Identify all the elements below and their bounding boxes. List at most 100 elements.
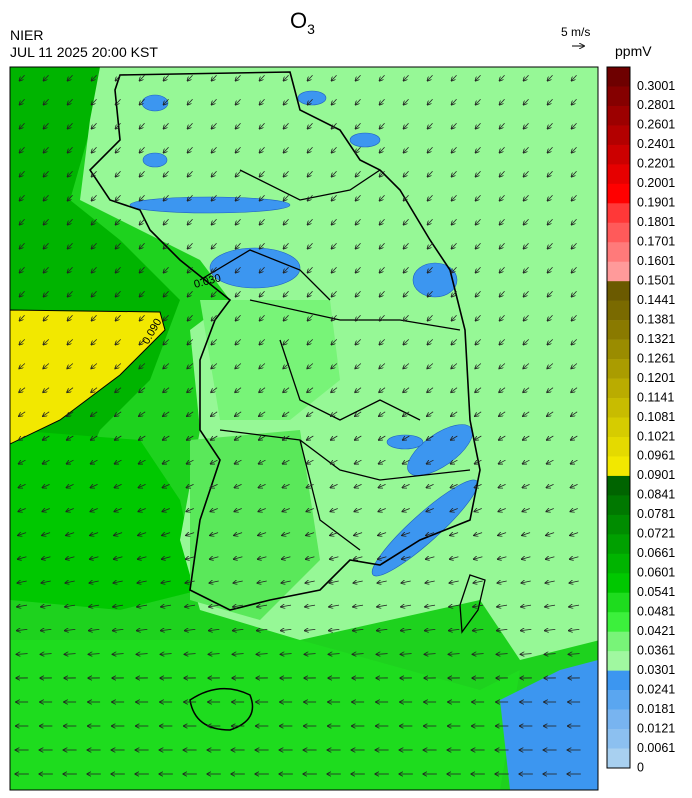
wind-arrow bbox=[259, 363, 266, 368]
wind-arrow bbox=[568, 654, 580, 655]
wind-arrow bbox=[354, 509, 362, 512]
wind-arrow bbox=[353, 629, 364, 630]
wind-arrow bbox=[306, 509, 314, 512]
wind-arrow bbox=[427, 74, 433, 81]
wind-arrow bbox=[499, 98, 505, 105]
wind-arrow bbox=[403, 194, 409, 201]
legend-swatch bbox=[607, 261, 630, 282]
wind-arrow bbox=[474, 557, 483, 559]
wind-arrow bbox=[427, 266, 433, 273]
wind-arrow bbox=[187, 411, 194, 416]
wind-arrow bbox=[209, 581, 219, 583]
wind-arrow bbox=[497, 581, 507, 583]
legend-swatch bbox=[607, 242, 630, 263]
wind-arrow bbox=[355, 411, 362, 416]
wind-arrow bbox=[330, 533, 339, 536]
legend-label: 0.0121 bbox=[637, 721, 675, 735]
wind-arrow bbox=[522, 509, 530, 512]
legend-swatch bbox=[607, 86, 630, 107]
wind-arrow bbox=[496, 654, 508, 655]
legend-swatch bbox=[607, 456, 630, 477]
wind-arrow bbox=[114, 557, 123, 559]
wind-arrow bbox=[307, 122, 313, 129]
wind-arrow bbox=[547, 98, 553, 105]
wind-arrow bbox=[376, 654, 388, 655]
legend-swatch bbox=[607, 144, 630, 165]
legend-label: 0.2401 bbox=[637, 137, 675, 151]
wind-arrow bbox=[425, 629, 436, 630]
wind-arrow bbox=[451, 266, 457, 273]
wind-arrow bbox=[283, 146, 289, 153]
wind-arrow bbox=[163, 266, 169, 273]
wind-arrow bbox=[17, 605, 28, 607]
wind-arrow bbox=[282, 533, 291, 536]
legend-label: 0.1381 bbox=[637, 312, 675, 326]
wind-arrow bbox=[211, 459, 218, 464]
wind-arrow bbox=[18, 557, 27, 559]
wind-arrow bbox=[211, 266, 217, 273]
wind-arrow bbox=[282, 509, 290, 512]
wind-arrow bbox=[331, 459, 338, 464]
wind-arrow bbox=[571, 218, 577, 225]
wind-arrow bbox=[67, 459, 74, 464]
wind-arrow bbox=[114, 509, 122, 512]
wind-arrow bbox=[91, 363, 98, 368]
wind-arrow bbox=[66, 484, 74, 487]
wind-arrow bbox=[379, 387, 386, 393]
wind-arrow bbox=[547, 122, 553, 129]
wind-arrow bbox=[90, 509, 98, 512]
wind-arrow bbox=[67, 363, 74, 368]
wind-arrow bbox=[163, 314, 169, 321]
wind-arrow bbox=[139, 435, 146, 440]
legend-label: 0 bbox=[637, 760, 644, 774]
legend-swatch bbox=[607, 631, 630, 652]
wind-arrow bbox=[43, 242, 49, 249]
wind-arrow bbox=[451, 387, 458, 393]
wind-arrow bbox=[259, 98, 265, 105]
wind-arrow bbox=[258, 533, 267, 536]
wind-arrow bbox=[451, 411, 458, 416]
wind-arrow bbox=[163, 218, 169, 225]
wind-arrow bbox=[186, 509, 194, 512]
wind-arrow bbox=[91, 146, 97, 153]
wind-arrow bbox=[115, 411, 122, 416]
wind-arrow bbox=[523, 363, 530, 368]
wind-arrow bbox=[235, 339, 241, 344]
wind-arrow bbox=[403, 435, 410, 440]
legend-swatch bbox=[607, 553, 630, 574]
wind-arrow bbox=[64, 654, 76, 655]
wind-arrow bbox=[43, 363, 50, 368]
wind-arrow bbox=[379, 314, 385, 321]
wind-arrow bbox=[547, 290, 553, 297]
wind-arrow bbox=[19, 218, 25, 225]
wind-arrow bbox=[187, 387, 194, 393]
wind-arrow bbox=[66, 533, 75, 536]
wind-arrow bbox=[259, 411, 266, 416]
legend-swatch bbox=[607, 592, 630, 613]
wind-arrow bbox=[43, 411, 50, 416]
wind-arrow bbox=[137, 581, 147, 583]
wind-arrow bbox=[282, 557, 291, 559]
legend-label: 0.0961 bbox=[637, 449, 675, 463]
wind-arrow bbox=[18, 484, 26, 487]
wind-arrow bbox=[67, 98, 73, 105]
wind-arrow bbox=[499, 363, 506, 368]
wind-arrow bbox=[258, 509, 266, 512]
legend-label: 0.2001 bbox=[637, 176, 675, 190]
wind-arrow bbox=[259, 387, 266, 393]
wind-arrow bbox=[16, 654, 28, 655]
wind-arrow bbox=[546, 509, 554, 512]
wind-arrow bbox=[571, 459, 578, 464]
wind-arrow bbox=[451, 218, 457, 225]
wind-arrow bbox=[43, 339, 49, 344]
wind-arrow bbox=[571, 266, 577, 273]
wind-arrow bbox=[113, 629, 124, 630]
wind-arrow bbox=[211, 122, 217, 129]
wind-arrow bbox=[115, 314, 121, 321]
wind-arrow bbox=[283, 290, 289, 297]
wind-arrow bbox=[211, 218, 217, 225]
wind-arrow bbox=[331, 122, 337, 129]
wind-arrow bbox=[571, 387, 578, 393]
wind-arrow bbox=[163, 290, 169, 297]
wind-arrow bbox=[89, 605, 100, 607]
